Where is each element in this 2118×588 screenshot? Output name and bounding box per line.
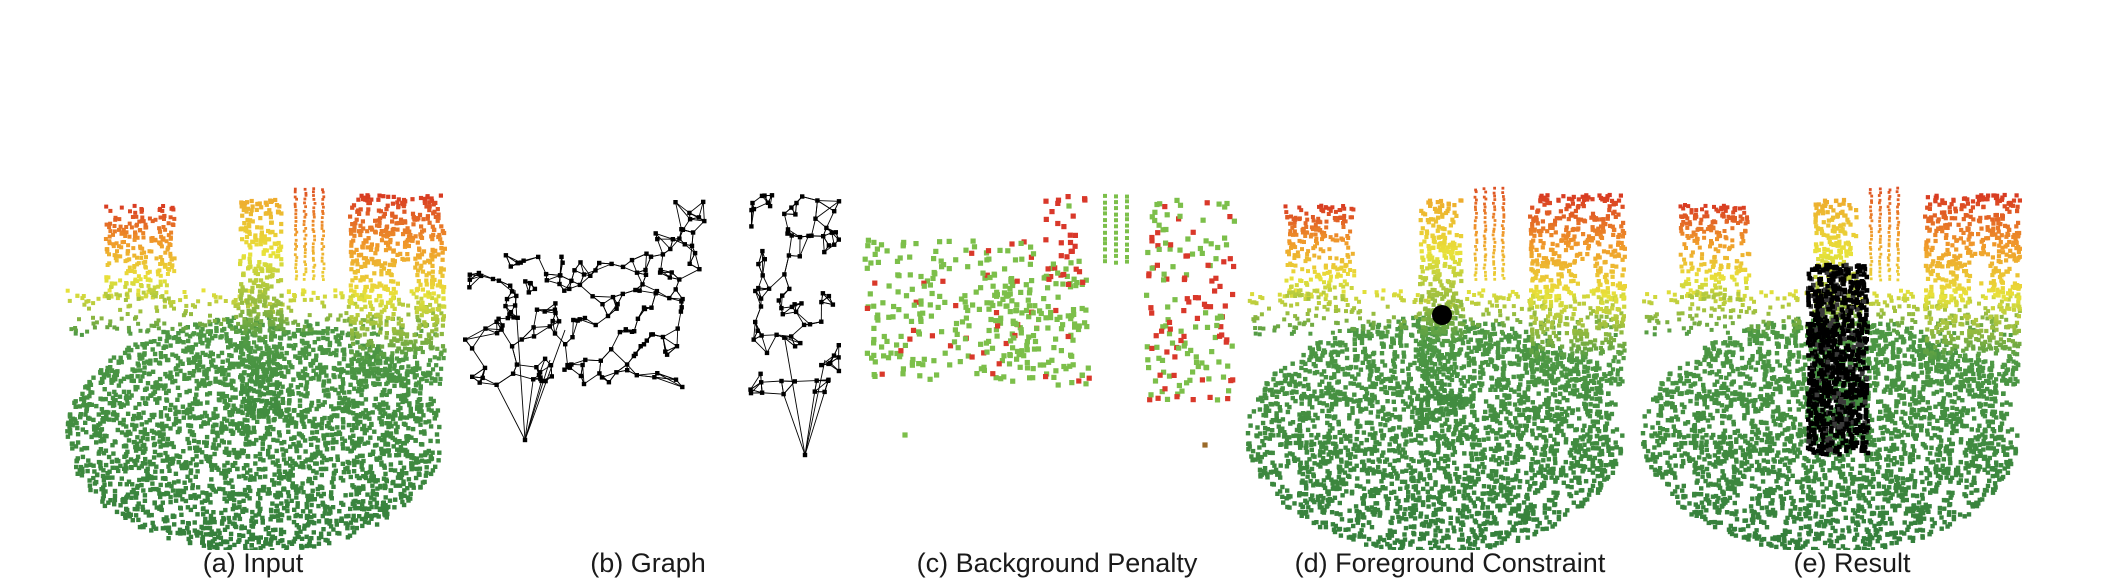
caption-c: (c) Background Penalty: [916, 548, 1198, 578]
caption-a: (a) Input: [202, 548, 304, 578]
caption-e: (e) Result: [1793, 548, 1911, 578]
foreground-seed-marker: [1432, 305, 1452, 325]
constraint-pointcloud: [1245, 186, 1627, 550]
input-pointcloud: [65, 187, 447, 550]
result-pointcloud: [1640, 186, 2022, 550]
panel-e-result: [1640, 180, 2025, 550]
panel-d-foreground-constraint: [1245, 180, 1630, 550]
graph-drawing: [463, 193, 842, 458]
panel-b-graph: [455, 180, 845, 550]
caption-b: (b) Graph: [590, 548, 706, 578]
panel-c-background-penalty: [850, 180, 1240, 550]
caption-d: (d) Foreground Constraint: [1294, 548, 1606, 578]
panel-a-input: [65, 180, 450, 550]
penalty-pointcloud: [862, 193, 1237, 448]
